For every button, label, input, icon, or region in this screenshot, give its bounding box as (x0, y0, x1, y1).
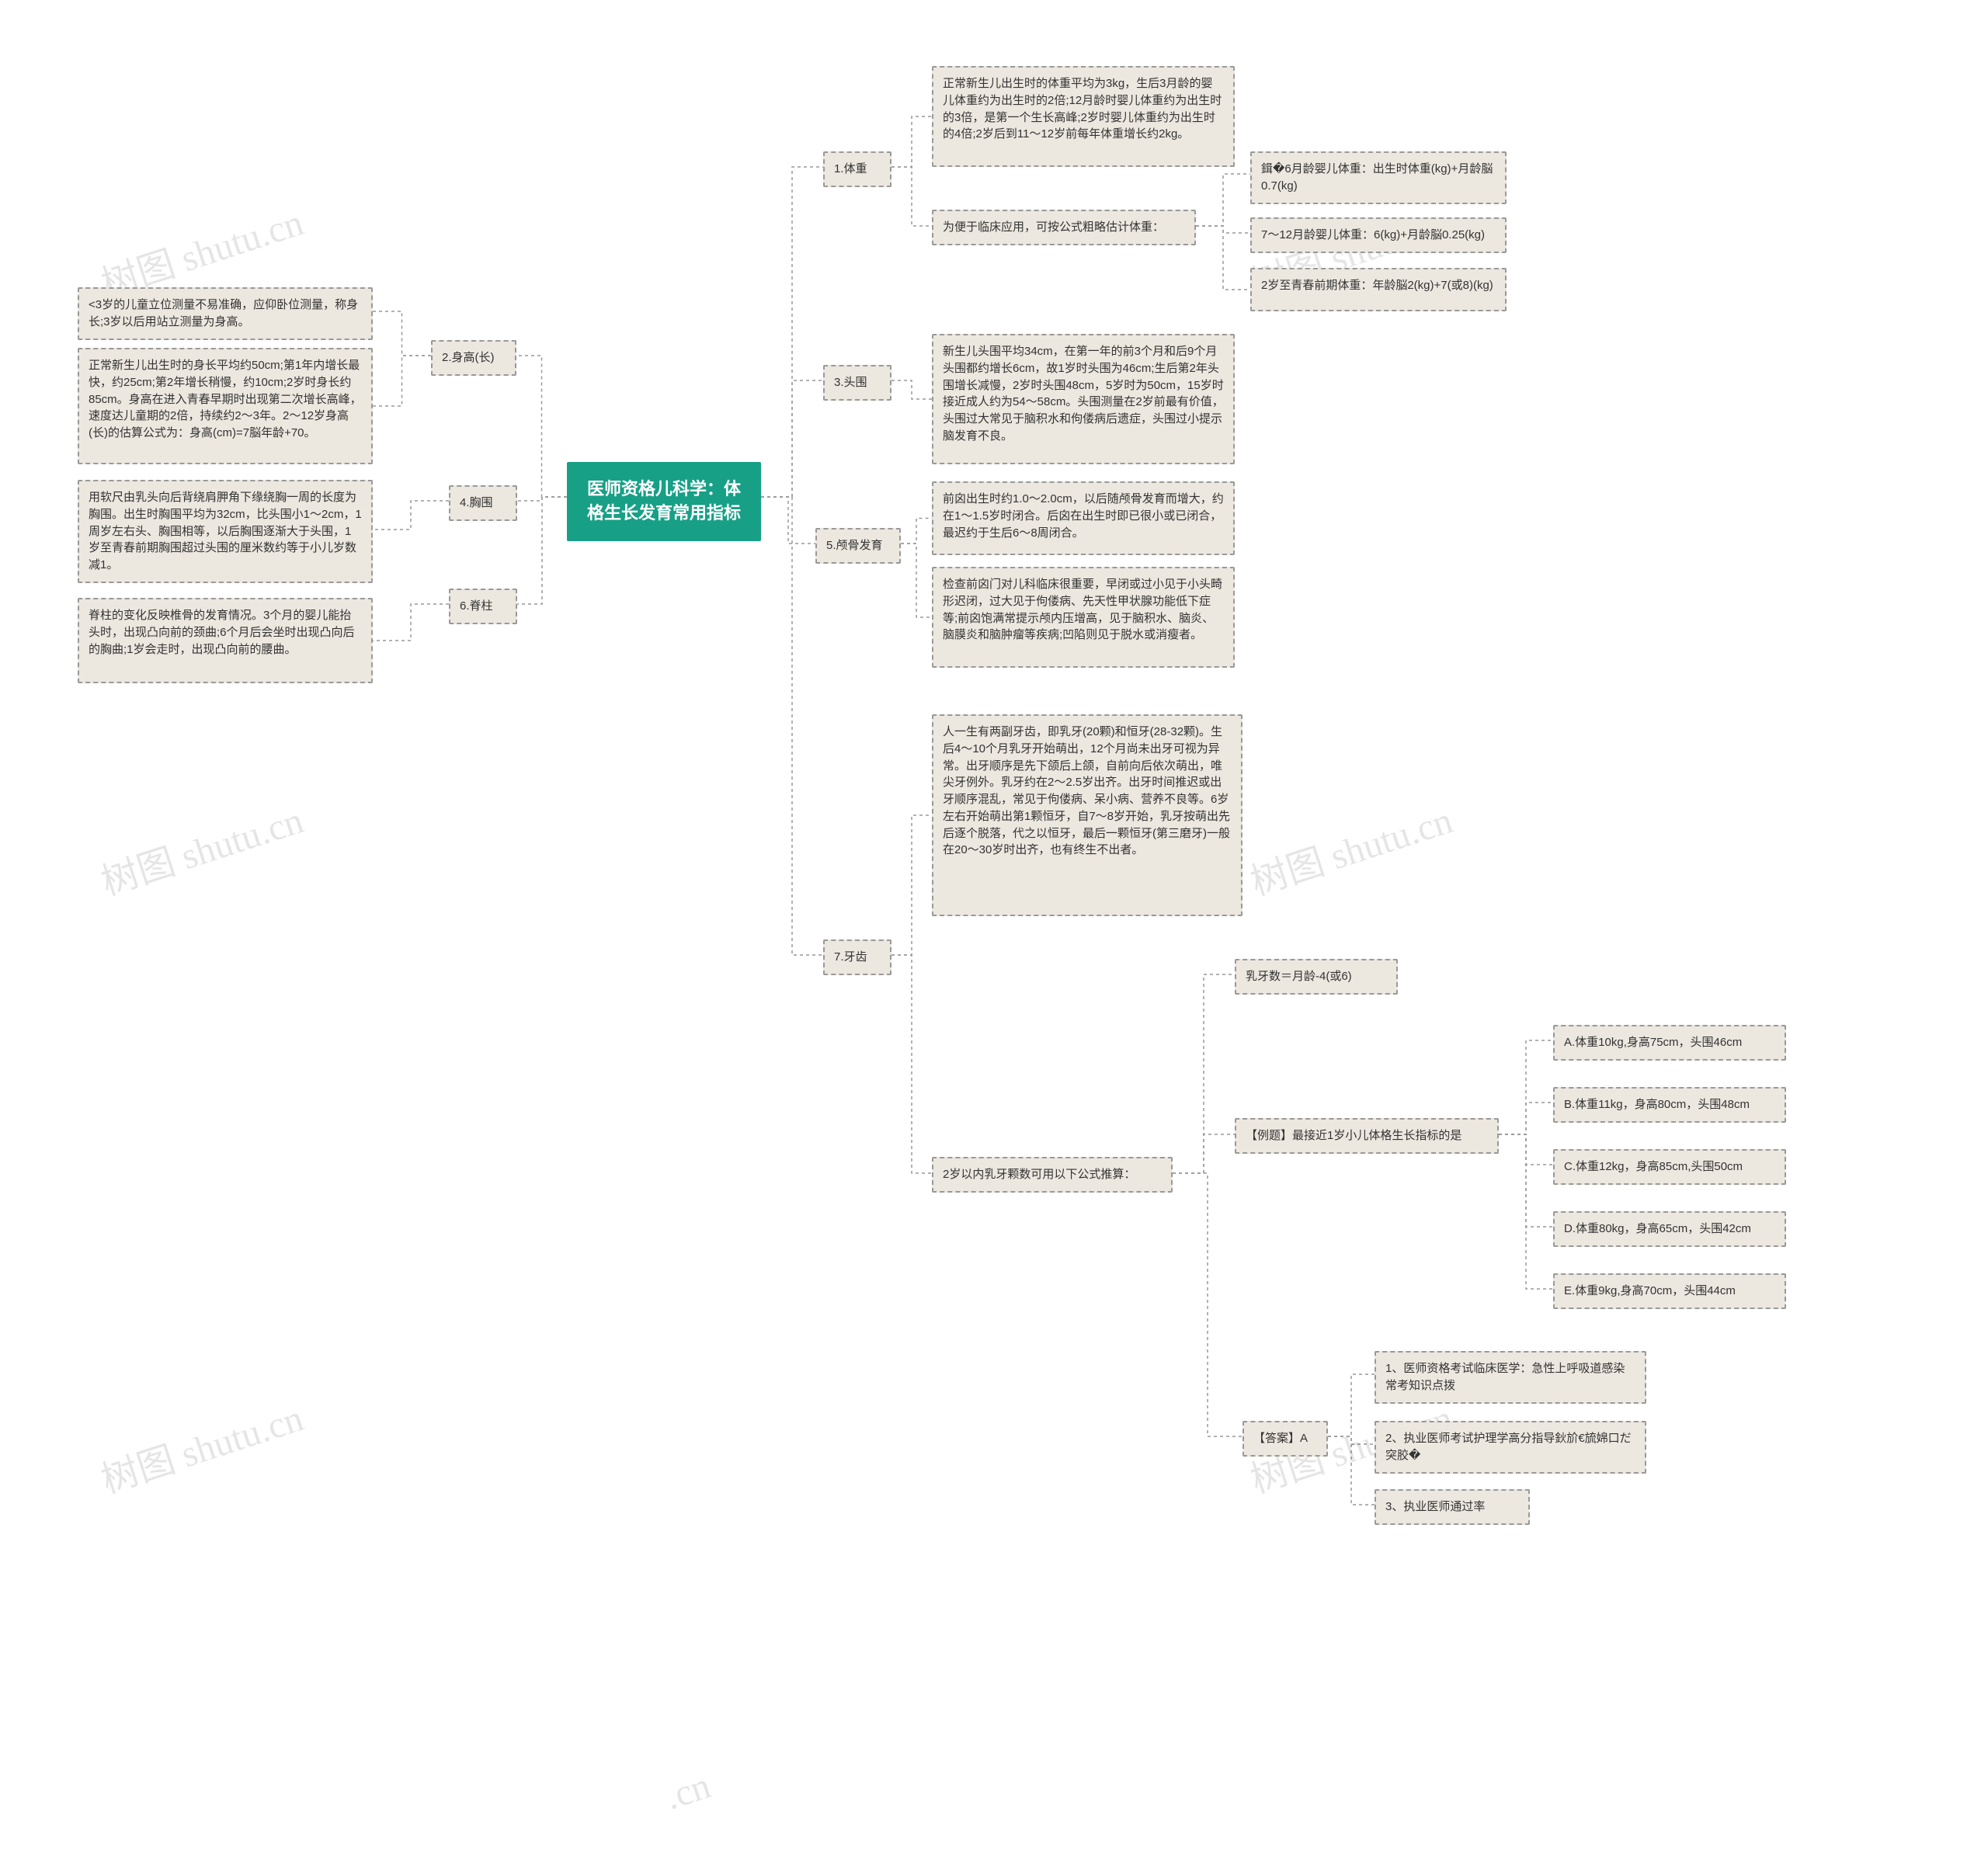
map-node: D.体重80kg，身高65cm，头围42cm (1553, 1211, 1786, 1247)
map-node: 人一生有两副牙齿，即乳牙(20颗)和恒牙(28-32颗)。生后4～10个月乳牙开… (932, 714, 1242, 916)
map-node: 正常新生儿出生时的体重平均为3kg，生后3月龄的婴儿体重约为出生时的2倍;12月… (932, 66, 1235, 167)
watermark: 树图 shutu.cn (93, 1387, 309, 1504)
map-node: 1.体重 (823, 151, 891, 187)
map-node: B.体重11kg，身高80cm，头围48cm (1553, 1087, 1786, 1123)
map-node: 2.身高(长) (431, 340, 516, 376)
map-node: 鍓�6月龄婴儿体重：出生时体重(kg)+月龄脳0.7(kg) (1250, 151, 1507, 204)
mindmap-canvas: 树图 shutu.cn树图 shutu.cn树图 shutu.cn树图 shut… (0, 0, 1988, 1851)
map-node: 用软尺由乳头向后背绕肩胛角下缘绕胸一周的长度为胸围。出生时胸围平均为32cm，比… (78, 480, 373, 583)
map-node: 检查前囟门对儿科临床很重要，早闭或过小见于小头畸形迟闭，过大见于佝偻病、先天性甲… (932, 567, 1235, 668)
map-node: 1、医师资格考试临床医学：急性上呼吸道感染常考知识点拨 (1375, 1351, 1646, 1404)
map-node: 2岁至青春前期体重：年龄脳2(kg)+7(或8)(kg) (1250, 268, 1507, 311)
map-node: 为便于临床应用，可按公式粗略估计体重： (932, 210, 1196, 245)
map-node: 7～12月龄婴儿体重：6(kg)+月龄脳0.25(kg) (1250, 217, 1507, 253)
map-node: 3.头围 (823, 365, 891, 401)
map-node: 脊柱的变化反映椎骨的发育情况。3个月的婴儿能抬头时，出现凸向前的颈曲;6个月后会… (78, 598, 373, 683)
map-node: 乳牙数＝月龄-4(或6) (1235, 959, 1398, 995)
map-node: 2、执业医师考试护理学高分指导鈥斺€旈婂口だ突胶� (1375, 1421, 1646, 1474)
watermark: 树图 shutu.cn (93, 790, 309, 906)
map-node: 2岁以内乳牙颗数可用以下公式推算： (932, 1157, 1173, 1193)
map-node: C.体重12kg，身高85cm,头围50cm (1553, 1149, 1786, 1185)
map-node: 正常新生儿出生时的身长平均约50cm;第1年内增长最快，约25cm;第2年增长稍… (78, 348, 373, 464)
connector-layer (0, 0, 1988, 1851)
map-node: 7.牙齿 (823, 939, 891, 975)
map-node: 6.脊柱 (449, 589, 517, 624)
map-node: A.体重10kg,身高75cm，头围46cm (1553, 1025, 1786, 1061)
map-node: 新生儿头围平均34cm，在第一年的前3个月和后9个月头围都约增长6cm，故1岁时… (932, 334, 1235, 464)
map-node: 5.颅骨发育 (815, 528, 901, 564)
map-node: 【例题】最接近1岁小儿体格生长指标的是 (1235, 1118, 1499, 1154)
map-node: 前囟出生时约1.0～2.0cm，以后随颅骨发育而增大，约在1～1.5岁时闭合。后… (932, 481, 1235, 555)
watermark: 树图 shutu.cn (1242, 790, 1458, 906)
map-node: E.体重9kg,身高70cm，头围44cm (1553, 1273, 1786, 1309)
map-node: 3、执业医师通过率 (1375, 1489, 1530, 1525)
map-node: 【答案】A (1242, 1421, 1328, 1457)
root-node: 医师资格儿科学：体格生长发育常用指标 (567, 462, 761, 541)
map-node: 4.胸围 (449, 485, 517, 521)
map-node: <3岁的儿童立位测量不易准确，应仰卧位测量，称身长;3岁以后用站立测量为身高。 (78, 287, 373, 340)
watermark: .cn (660, 1764, 716, 1818)
